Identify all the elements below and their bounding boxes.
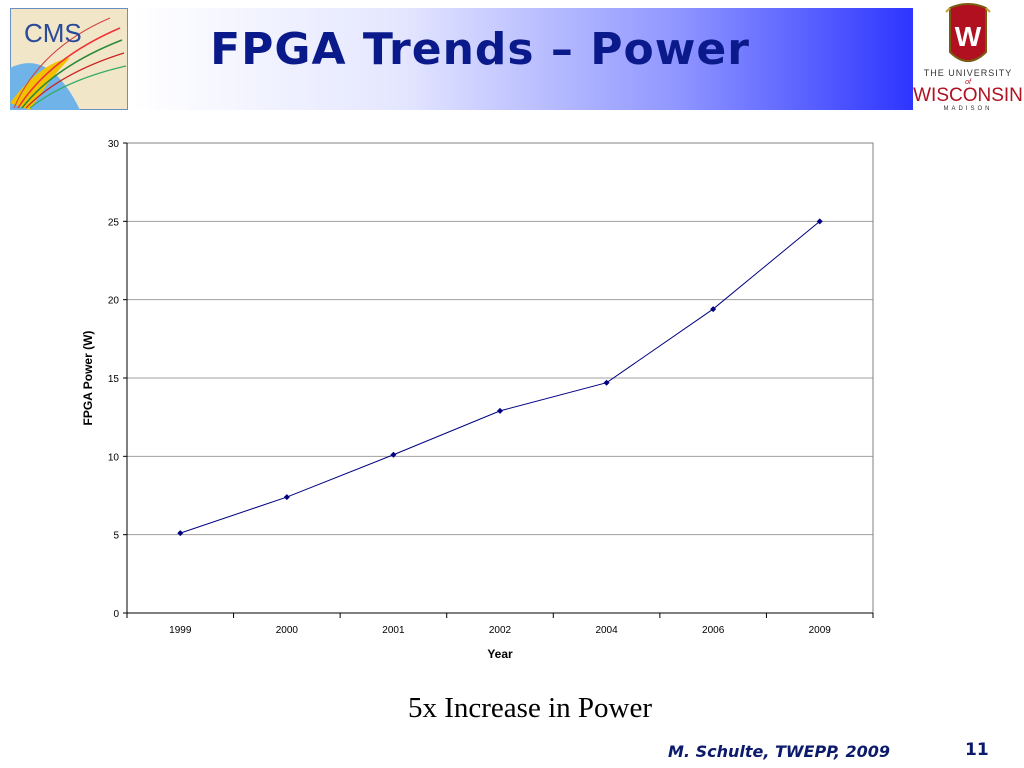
footer-author: M. Schulte, TWEPP, 2009	[668, 742, 890, 761]
slide-title: FPGA Trends – Power	[210, 24, 750, 75]
x-tick-label: 2000	[276, 625, 299, 636]
slide-header: FPGA Trends – Power CMS W THE UNIVERSITY…	[0, 0, 1024, 112]
svg-text:THE UNIVERSITY: THE UNIVERSITY	[924, 68, 1013, 78]
x-axis-label: Year	[487, 647, 513, 661]
cms-logo: CMS	[10, 8, 128, 110]
y-tick-label: 15	[108, 374, 120, 385]
page-number: 11	[965, 740, 989, 760]
svg-text:of: of	[965, 79, 972, 86]
svg-text:MADISON: MADISON	[943, 106, 992, 112]
x-tick-label: 2004	[595, 625, 618, 636]
uw-logo: W THE UNIVERSITY of WISCONSIN MADISON	[913, 3, 1023, 112]
x-tick-label: 2006	[702, 625, 725, 636]
data-point	[603, 379, 610, 386]
chart-caption: 5x Increase in Power	[408, 692, 652, 724]
series-line	[180, 220, 821, 534]
y-tick-label: 10	[108, 452, 120, 463]
cms-logo-text: CMS	[24, 18, 82, 48]
svg-text:WISCONSIN: WISCONSIN	[913, 85, 1023, 106]
y-tick-label: 20	[108, 296, 120, 307]
x-tick-label: 2002	[489, 625, 512, 636]
y-tick-label: 30	[108, 139, 120, 150]
x-tick-label: 1999	[169, 625, 192, 636]
y-axis-label: FPGA Power (W)	[81, 331, 95, 426]
data-point	[283, 494, 290, 501]
data-point	[710, 306, 717, 313]
uw-crest-icon	[949, 3, 987, 62]
data-point	[177, 530, 184, 537]
y-tick-label: 0	[113, 609, 119, 620]
y-tick-label: 5	[113, 531, 119, 542]
title-banner	[130, 8, 913, 110]
x-tick-label: 2001	[382, 625, 405, 636]
x-tick-label: 2009	[809, 625, 832, 636]
svg-text:W: W	[955, 21, 982, 52]
y-tick-label: 25	[108, 217, 120, 228]
data-point	[390, 451, 397, 458]
data-point	[816, 218, 823, 225]
data-point	[497, 407, 503, 414]
